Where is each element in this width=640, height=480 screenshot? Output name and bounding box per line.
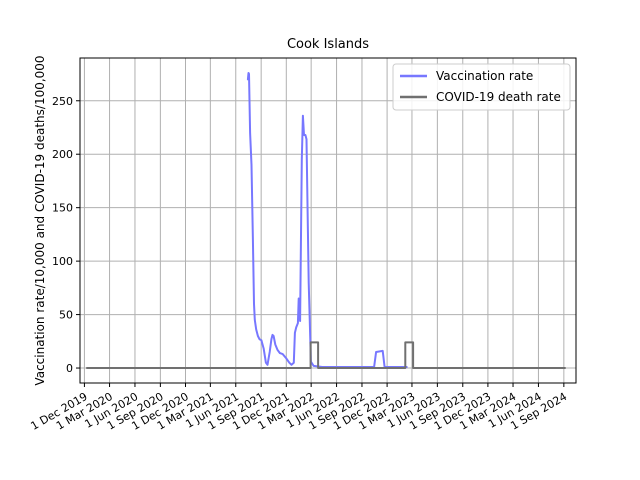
covid-death-rate-line [85,341,566,369]
x-gridlines [83,58,565,383]
y-axis-ticks: 0 50 100 150 200 250 [52,95,80,375]
legend-label: Vaccination rate [436,69,533,83]
y-tick-label: 200 [52,148,73,161]
y-axis-label: Vaccination rate/10,000 and COVID-19 dea… [33,55,47,385]
legend-box [392,63,571,111]
y-tick-label: 250 [52,95,73,108]
series-layer [85,72,566,369]
y-tick-label: 50 [59,309,73,322]
plot-frame [79,57,577,384]
y-tick-label: 150 [52,202,73,215]
chart-title: Cook Islands [287,37,369,52]
y-tick-label: 0 [66,362,73,375]
legend: Vaccination rate COVID-19 death rate [392,63,571,111]
y-tick-label: 100 [52,255,73,268]
legend-label: COVID-19 death rate [436,90,561,104]
